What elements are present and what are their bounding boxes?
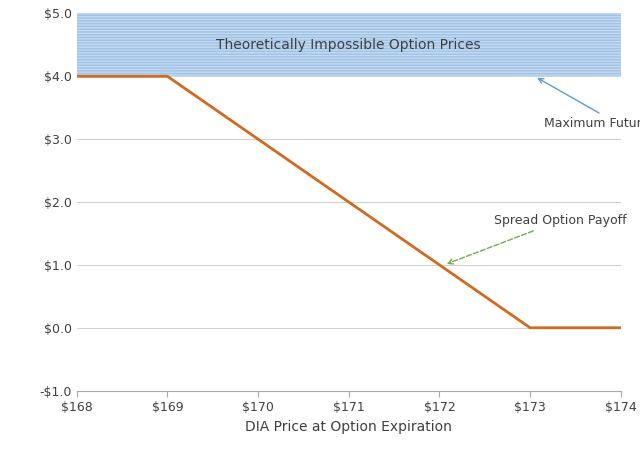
- Text: Spread Option Payoff: Spread Option Payoff: [448, 214, 627, 264]
- X-axis label: DIA Price at Option Expiration: DIA Price at Option Expiration: [245, 420, 452, 434]
- Text: Maximum Future Payoff: Maximum Future Payoff: [538, 79, 640, 130]
- Text: Theoretically Impossible Option Prices: Theoretically Impossible Option Prices: [216, 38, 481, 52]
